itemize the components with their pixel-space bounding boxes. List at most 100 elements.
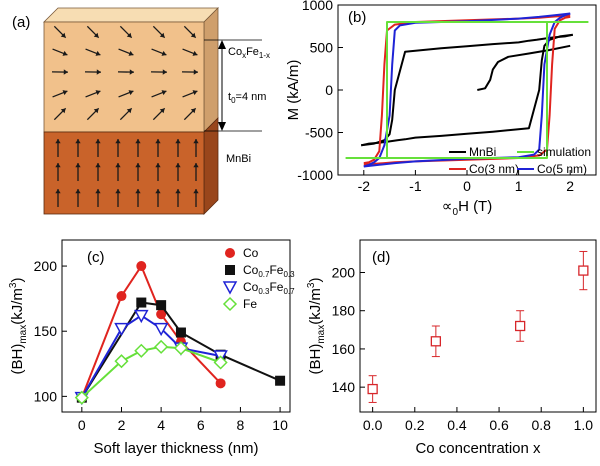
y-tick-label: 100 — [34, 388, 58, 404]
series-line-co-3-nm- — [363, 14, 571, 165]
legend-label: simulation — [537, 145, 591, 159]
data-point-diamond — [154, 339, 169, 354]
soft-layer-top-face — [43, 7, 219, 23]
x-tick-label: 0.2 — [405, 417, 425, 433]
x-tick-label: 4 — [157, 417, 165, 433]
data-point-square — [578, 265, 589, 276]
panel-c-bhmax-vs-thickness-chart: 0 2 4 6 8 10 100 150 200 (c) Soft layer thickness … — [8, 239, 295, 457]
panel-a-schematic: (a) CoxFe1-x t0=4 nm MnBi — [12, 7, 270, 215]
hard-spin-arrow-head — [135, 189, 141, 194]
hard-layer-front-face — [43, 131, 205, 215]
y-tick-label: -500 — [305, 125, 333, 141]
series-line-co-3-nm- — [363, 15, 571, 166]
hard-spin-arrow-head — [115, 163, 121, 168]
thickness-arrow-bottom — [218, 122, 226, 131]
x-tick-label: 0.0 — [363, 417, 383, 433]
series-line-mnbi — [477, 44, 571, 91]
data-point-square — [175, 327, 186, 338]
data-point-square — [156, 300, 167, 311]
chart-c-frame — [61, 239, 291, 413]
hard-spin-arrow-head — [135, 163, 141, 168]
data-point-circle — [116, 291, 127, 302]
data-point-diamond — [213, 355, 228, 370]
soft-spin-arrow-head — [126, 108, 132, 114]
data-point-diamond — [134, 343, 149, 358]
data-point-diamond — [74, 390, 89, 405]
soft-spin-arrow-head — [128, 90, 134, 96]
y-tick-label: 150 — [34, 323, 58, 339]
legend-label: Co0.7Fe0.3 — [243, 263, 295, 279]
x-tick-label: 10 — [272, 417, 288, 433]
soft-spin-arrow-head — [63, 69, 68, 75]
panel-b-hysteresis-chart: -2 -1 0 1 2 -1000 -500 0 500 1000 (b) ∝0H (T) M (kA/… — [285, 0, 597, 218]
panel-d-label: (d) — [372, 249, 390, 266]
series-line — [80, 301, 281, 399]
soft-spin-arrow-head — [190, 108, 196, 114]
soft-spin-arrow-head — [192, 50, 198, 56]
data-point-triangle — [114, 322, 129, 337]
hard-spin-arrow-head — [95, 139, 101, 144]
data-point-circle — [136, 261, 147, 272]
soft-spin-arrow-head — [93, 32, 99, 38]
hard-spin-arrow-head — [75, 189, 81, 194]
x-tick-label: 0.4 — [447, 417, 467, 433]
x-tick-label: 0.6 — [489, 417, 509, 433]
hard-spin-arrow-head — [75, 139, 81, 144]
hard-spin-arrow-head — [95, 189, 101, 194]
soft-spin-arrow-head — [161, 50, 167, 56]
soft-spin-arrow-head — [96, 69, 101, 75]
spin-arrows — [51, 25, 199, 207]
legend-label: Co(3 nm) — [469, 162, 519, 176]
series-line — [81, 345, 221, 399]
panel-c-label: (c) — [87, 249, 105, 266]
x-axis-label: Soft layer thickness (nm) — [93, 440, 258, 457]
soft-layer-label: CoxFe1-x — [228, 46, 270, 60]
data-point-circle — [215, 378, 226, 389]
x-axis-label: Co concentration x — [415, 440, 541, 457]
data-point-circle — [156, 309, 167, 320]
data-point-square — [136, 297, 147, 308]
x-tick-label: 0 — [463, 178, 471, 194]
data-point-triangle — [134, 309, 149, 324]
hard-layer-label: MnBi — [226, 153, 251, 165]
soft-spin-arrow-head — [126, 32, 132, 38]
panel-d-bhmax-vs-concentration-chart: 0.0 0.2 0.4 0.6 0.8 1.0 140 160 180 200 (d) Co conc… — [306, 239, 597, 457]
soft-spin-arrow-head — [162, 69, 167, 75]
hard-spin-arrow-head — [175, 163, 181, 168]
hard-spin-arrow-head — [55, 139, 61, 144]
y-tick-label: 180 — [332, 303, 356, 319]
soft-spin-arrow-head — [192, 90, 198, 96]
data-point-square — [367, 383, 378, 395]
data-point-square — [275, 375, 286, 386]
hard-spin-arrow-head — [75, 163, 81, 168]
hard-layer-side-face — [203, 117, 219, 215]
soft-spin-arrow-head — [190, 32, 196, 38]
y-tick-label: 200 — [332, 264, 356, 280]
soft-spin-arrow-head — [62, 50, 68, 56]
data-point-square — [225, 265, 235, 275]
soft-spin-arrow-head — [62, 90, 68, 96]
legend-label: Co0.3Fe0.7 — [243, 280, 295, 296]
soft-spin-arrow-head — [159, 32, 165, 38]
thickness-arrow-top — [218, 40, 226, 49]
hard-spin-arrow-head — [175, 139, 181, 144]
soft-spin-arrow-head — [159, 108, 165, 114]
soft-spin-arrow-head — [60, 32, 66, 38]
y-tick-label: 500 — [310, 40, 334, 56]
data-point-diamond — [222, 296, 238, 312]
hard-spin-arrow-head — [155, 163, 161, 168]
soft-spin-arrow-head — [128, 50, 134, 56]
soft-spin-arrow-head — [129, 69, 134, 75]
hard-spin-arrow-head — [175, 189, 181, 194]
x-tick-label: 0.8 — [531, 417, 551, 433]
y-axis-label: (BH)max(kJ/m3) — [306, 278, 327, 375]
data-point-square — [514, 320, 526, 332]
series-line-simulation — [345, 21, 589, 159]
hard-spin-arrow-head — [155, 139, 161, 144]
hard-spin-arrow-head — [155, 189, 161, 194]
hard-spin-arrow-head — [135, 139, 141, 144]
y-axis-label: M (kA/m) — [285, 60, 302, 121]
soft-spin-arrow-head — [95, 90, 101, 96]
x-tick-label: -1 — [409, 178, 422, 194]
